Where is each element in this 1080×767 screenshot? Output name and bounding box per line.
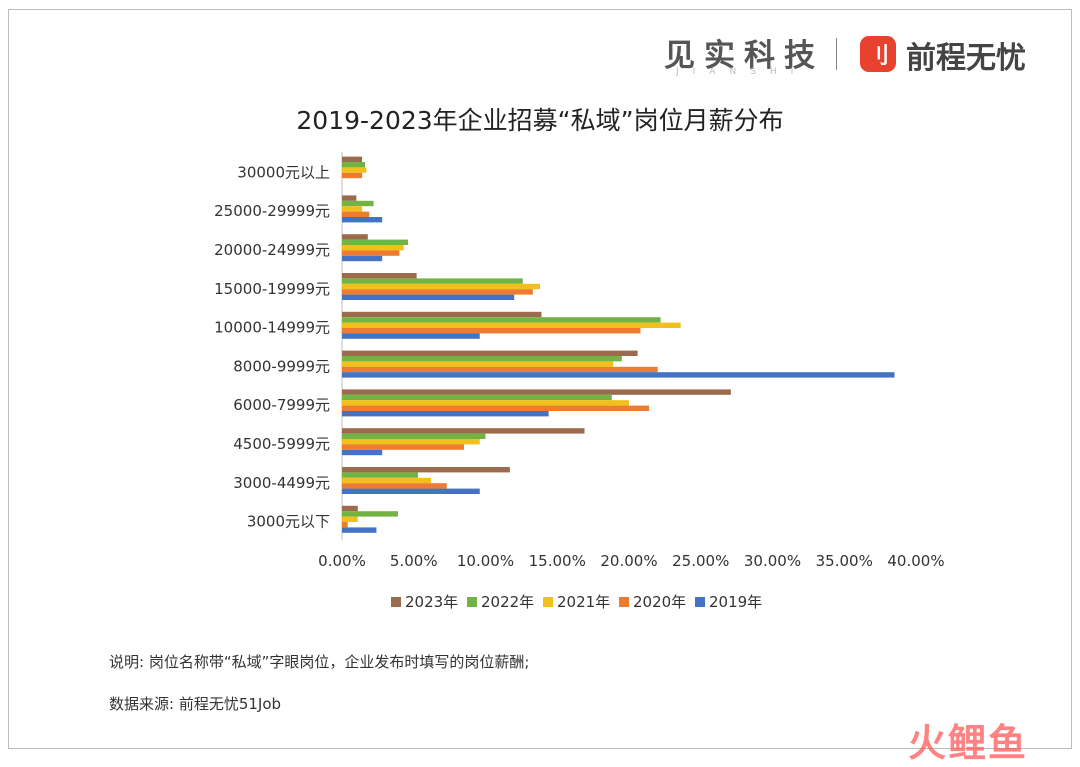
bar-2022年-20000-24999元 [342, 239, 409, 245]
bar-2021年-3000元以下 [342, 516, 358, 522]
legend-swatch [467, 597, 477, 607]
brand-jianshi-name: 见实科技 [664, 38, 824, 74]
bar-2022年-15000-19999元 [342, 278, 523, 284]
bar-2020年-20000-24999元 [342, 250, 400, 256]
brand-divider [836, 38, 837, 70]
bar-2021年-4500-5999元 [342, 439, 480, 445]
bar-2022年-30000元以上 [342, 162, 365, 168]
bar-2023年-8000-9999元 [342, 350, 638, 356]
y-tick-label: 15000-19999元 [214, 280, 330, 298]
bar-2020年-4500-5999元 [342, 444, 464, 450]
legend-swatch [619, 597, 629, 607]
y-tick-label: 3000元以下 [247, 513, 330, 531]
legend-label: 2022年 [481, 593, 534, 611]
bar-2019年-3000-4499元 [342, 488, 480, 494]
bar-2020年-8000-9999元 [342, 366, 658, 373]
y-tick-label: 30000元以上 [237, 163, 330, 181]
x-tick-label: 35.00% [816, 552, 873, 570]
bar-2021年-20000-24999元 [342, 245, 404, 251]
bar-2022年-4500-5999元 [342, 433, 486, 439]
bar-2022年-10000-14999元 [342, 317, 661, 323]
bar-2020年-25000-29999元 [342, 211, 370, 217]
y-tick-label: 10000-14999元 [214, 319, 330, 337]
bar-2023年-10000-14999元 [342, 311, 542, 318]
bar-2023年-25000-29999元 [342, 195, 357, 201]
x-tick-label: 5.00% [390, 552, 438, 570]
bar-2023年-15000-19999元 [342, 273, 417, 279]
x-tick-label: 30.00% [744, 552, 801, 570]
watermark-logo: 火鲤鱼 [908, 721, 1029, 765]
legend-label: 2020年 [633, 593, 686, 611]
bar-2023年-3000-4499元 [342, 467, 510, 473]
bar-2019年-25000-29999元 [342, 217, 383, 223]
bar-2020年-15000-19999元 [342, 289, 533, 295]
bar-2021年-3000-4499元 [342, 477, 431, 484]
bar-2021年-6000-7999元 [342, 400, 629, 406]
bar-2021年-25000-29999元 [342, 206, 363, 212]
legend-label: 2023年 [405, 593, 458, 611]
bar-2022年-25000-29999元 [342, 200, 374, 207]
bar-2019年-3000元以下 [342, 527, 377, 533]
x-tick-label: 0.00% [318, 552, 366, 570]
bar-2021年-15000-19999元 [342, 283, 541, 290]
x-tick-label: 10.00% [457, 552, 514, 570]
legend-swatch [695, 597, 705, 607]
x-tick-label: 20.00% [600, 552, 657, 570]
bar-2019年-10000-14999元 [342, 333, 480, 339]
chart-title: 2019-2023年企业招募“私域”岗位月薪分布 [296, 106, 784, 135]
bar-2019年-8000-9999元 [342, 372, 895, 378]
y-tick-label: 4500-5999元 [233, 435, 330, 453]
y-tick-label: 6000-7999元 [233, 396, 330, 414]
legend-label: 2021年 [557, 593, 610, 611]
bar-2019年-4500-5999元 [342, 449, 383, 456]
legend-swatch [391, 597, 401, 607]
x-tick-label: 15.00% [529, 552, 586, 570]
x-tick-label: 40.00% [887, 552, 944, 570]
bar-2022年-3000元以下 [342, 511, 398, 517]
bar-2019年-15000-19999元 [342, 294, 515, 300]
qcwy-logo-icon: 刂 [860, 36, 896, 72]
bar-2023年-20000-24999元 [342, 234, 368, 240]
bar-2020年-10000-14999元 [342, 328, 641, 334]
bar-2020年-3000-4499元 [342, 483, 447, 489]
bar-2022年-3000-4499元 [342, 472, 419, 478]
chart-note: 说明: 岗位名称带“私域”字眼岗位，企业发布时填写的岗位薪酬; [109, 653, 530, 671]
bar-2019年-6000-7999元 [342, 411, 549, 417]
bar-2023年-30000元以上 [342, 156, 363, 162]
bar-2020年-3000元以下 [342, 522, 348, 528]
chart-source: 数据来源: 前程无忧51Job [109, 695, 282, 713]
bar-2019年-20000-24999元 [342, 255, 383, 262]
bar-2023年-3000元以下 [342, 505, 358, 512]
bar-2020年-6000-7999元 [342, 405, 650, 411]
bar-2021年-10000-14999元 [342, 322, 681, 328]
y-tick-label: 20000-24999元 [214, 241, 330, 259]
bar-2021年-8000-9999元 [342, 361, 614, 367]
bar-2021年-30000元以上 [342, 167, 367, 173]
bar-2020年-30000元以上 [342, 172, 363, 179]
y-tick-label: 8000-9999元 [233, 357, 330, 375]
bar-2022年-8000-9999元 [342, 356, 622, 362]
x-tick-label: 25.00% [672, 552, 729, 570]
y-tick-label: 3000-4499元 [233, 474, 330, 492]
y-tick-label: 25000-29999元 [214, 202, 330, 220]
chart-frame [8, 9, 1072, 749]
bar-2023年-4500-5999元 [342, 428, 585, 434]
brand-qcwy-name: 前程无忧 [906, 41, 1026, 76]
brand-jianshi-sub: JIANSHI [676, 67, 808, 77]
bar-2022年-6000-7999元 [342, 394, 612, 401]
legend-label: 2019年 [709, 593, 762, 611]
bar-2023年-6000-7999元 [342, 389, 731, 395]
legend-swatch [543, 597, 553, 607]
